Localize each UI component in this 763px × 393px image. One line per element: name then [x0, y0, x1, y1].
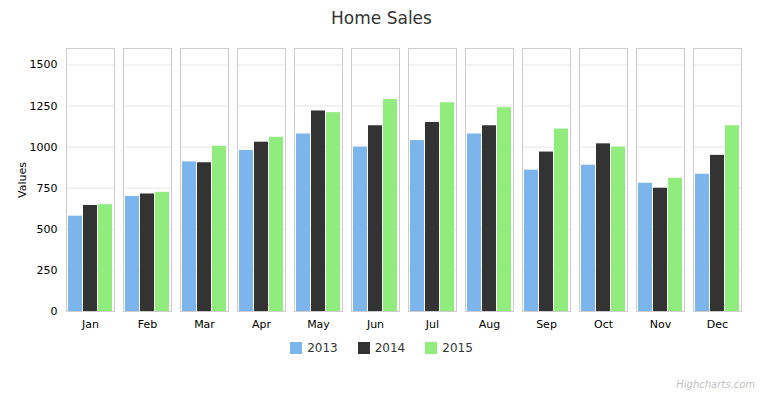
html-text:2014: 2014 [374, 341, 406, 355]
svg-text:Sep: Sep [536, 318, 557, 331]
svg-text:1000: 1000 [30, 141, 58, 154]
svg-text:Apr: Apr [252, 318, 272, 331]
svg-text:Jun: Jun [366, 318, 384, 331]
svg-text:Mar: Mar [194, 318, 215, 331]
html-text:Highcharts.com: Highcharts.com [676, 379, 755, 390]
html-text:2015: 2015 [442, 341, 473, 355]
svg-text:Feb: Feb [138, 318, 157, 331]
svg-text:Jul: Jul [425, 318, 439, 331]
svg-text:750: 750 [37, 182, 58, 195]
svg-text:Nov: Nov [650, 318, 672, 331]
svg-text:1250: 1250 [30, 100, 58, 113]
svg-text:Jan: Jan [81, 318, 99, 331]
svg-text:Aug: Aug [479, 318, 500, 331]
svg-text:Values: Values [16, 162, 29, 198]
svg-text:1500: 1500 [30, 58, 58, 71]
html-text:2013: 2013 [307, 341, 338, 355]
svg-text:Oct: Oct [594, 318, 614, 331]
svg-text:500: 500 [37, 223, 58, 236]
svg-text:250: 250 [37, 264, 58, 277]
svg-text:May: May [307, 318, 330, 331]
svg-text:0: 0 [51, 305, 58, 318]
html-text:Home Sales: Home Sales [331, 8, 432, 28]
svg-text:Dec: Dec [707, 318, 728, 331]
